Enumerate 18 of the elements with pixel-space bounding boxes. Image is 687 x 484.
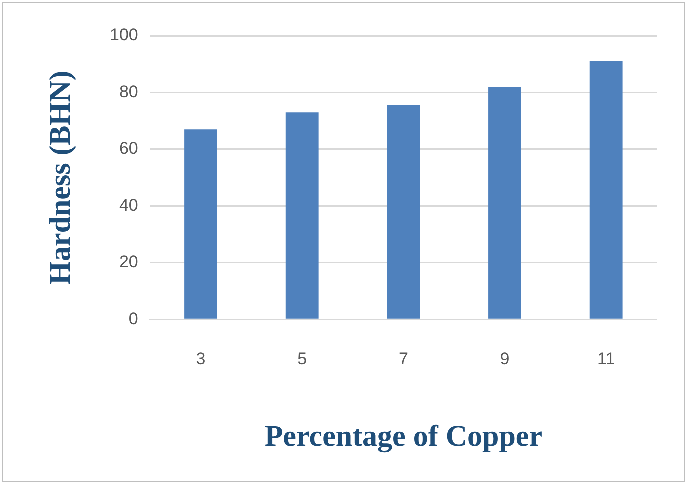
y-tick-label: 40 — [119, 196, 138, 215]
y-tick-label: 80 — [119, 82, 138, 102]
x-tick-label: 7 — [398, 349, 408, 368]
bar — [286, 112, 319, 319]
y-tick-label: 100 — [110, 26, 138, 45]
y-tick-label: 60 — [119, 139, 138, 158]
bar — [590, 62, 623, 319]
x-tick-label: 9 — [500, 349, 510, 368]
y-tick-label: 20 — [119, 252, 138, 272]
x-tick-label: 5 — [298, 349, 308, 368]
x-tick-label: 3 — [196, 349, 206, 368]
y-axis-title: Hardness (BHN) — [44, 70, 77, 285]
bar — [387, 105, 420, 319]
bar — [488, 87, 522, 319]
y-tick-label: 0 — [128, 309, 138, 328]
bar — [184, 130, 218, 319]
x-tick-label: 11 — [598, 349, 616, 368]
x-axis-title: Percentage of Copper — [264, 420, 543, 453]
